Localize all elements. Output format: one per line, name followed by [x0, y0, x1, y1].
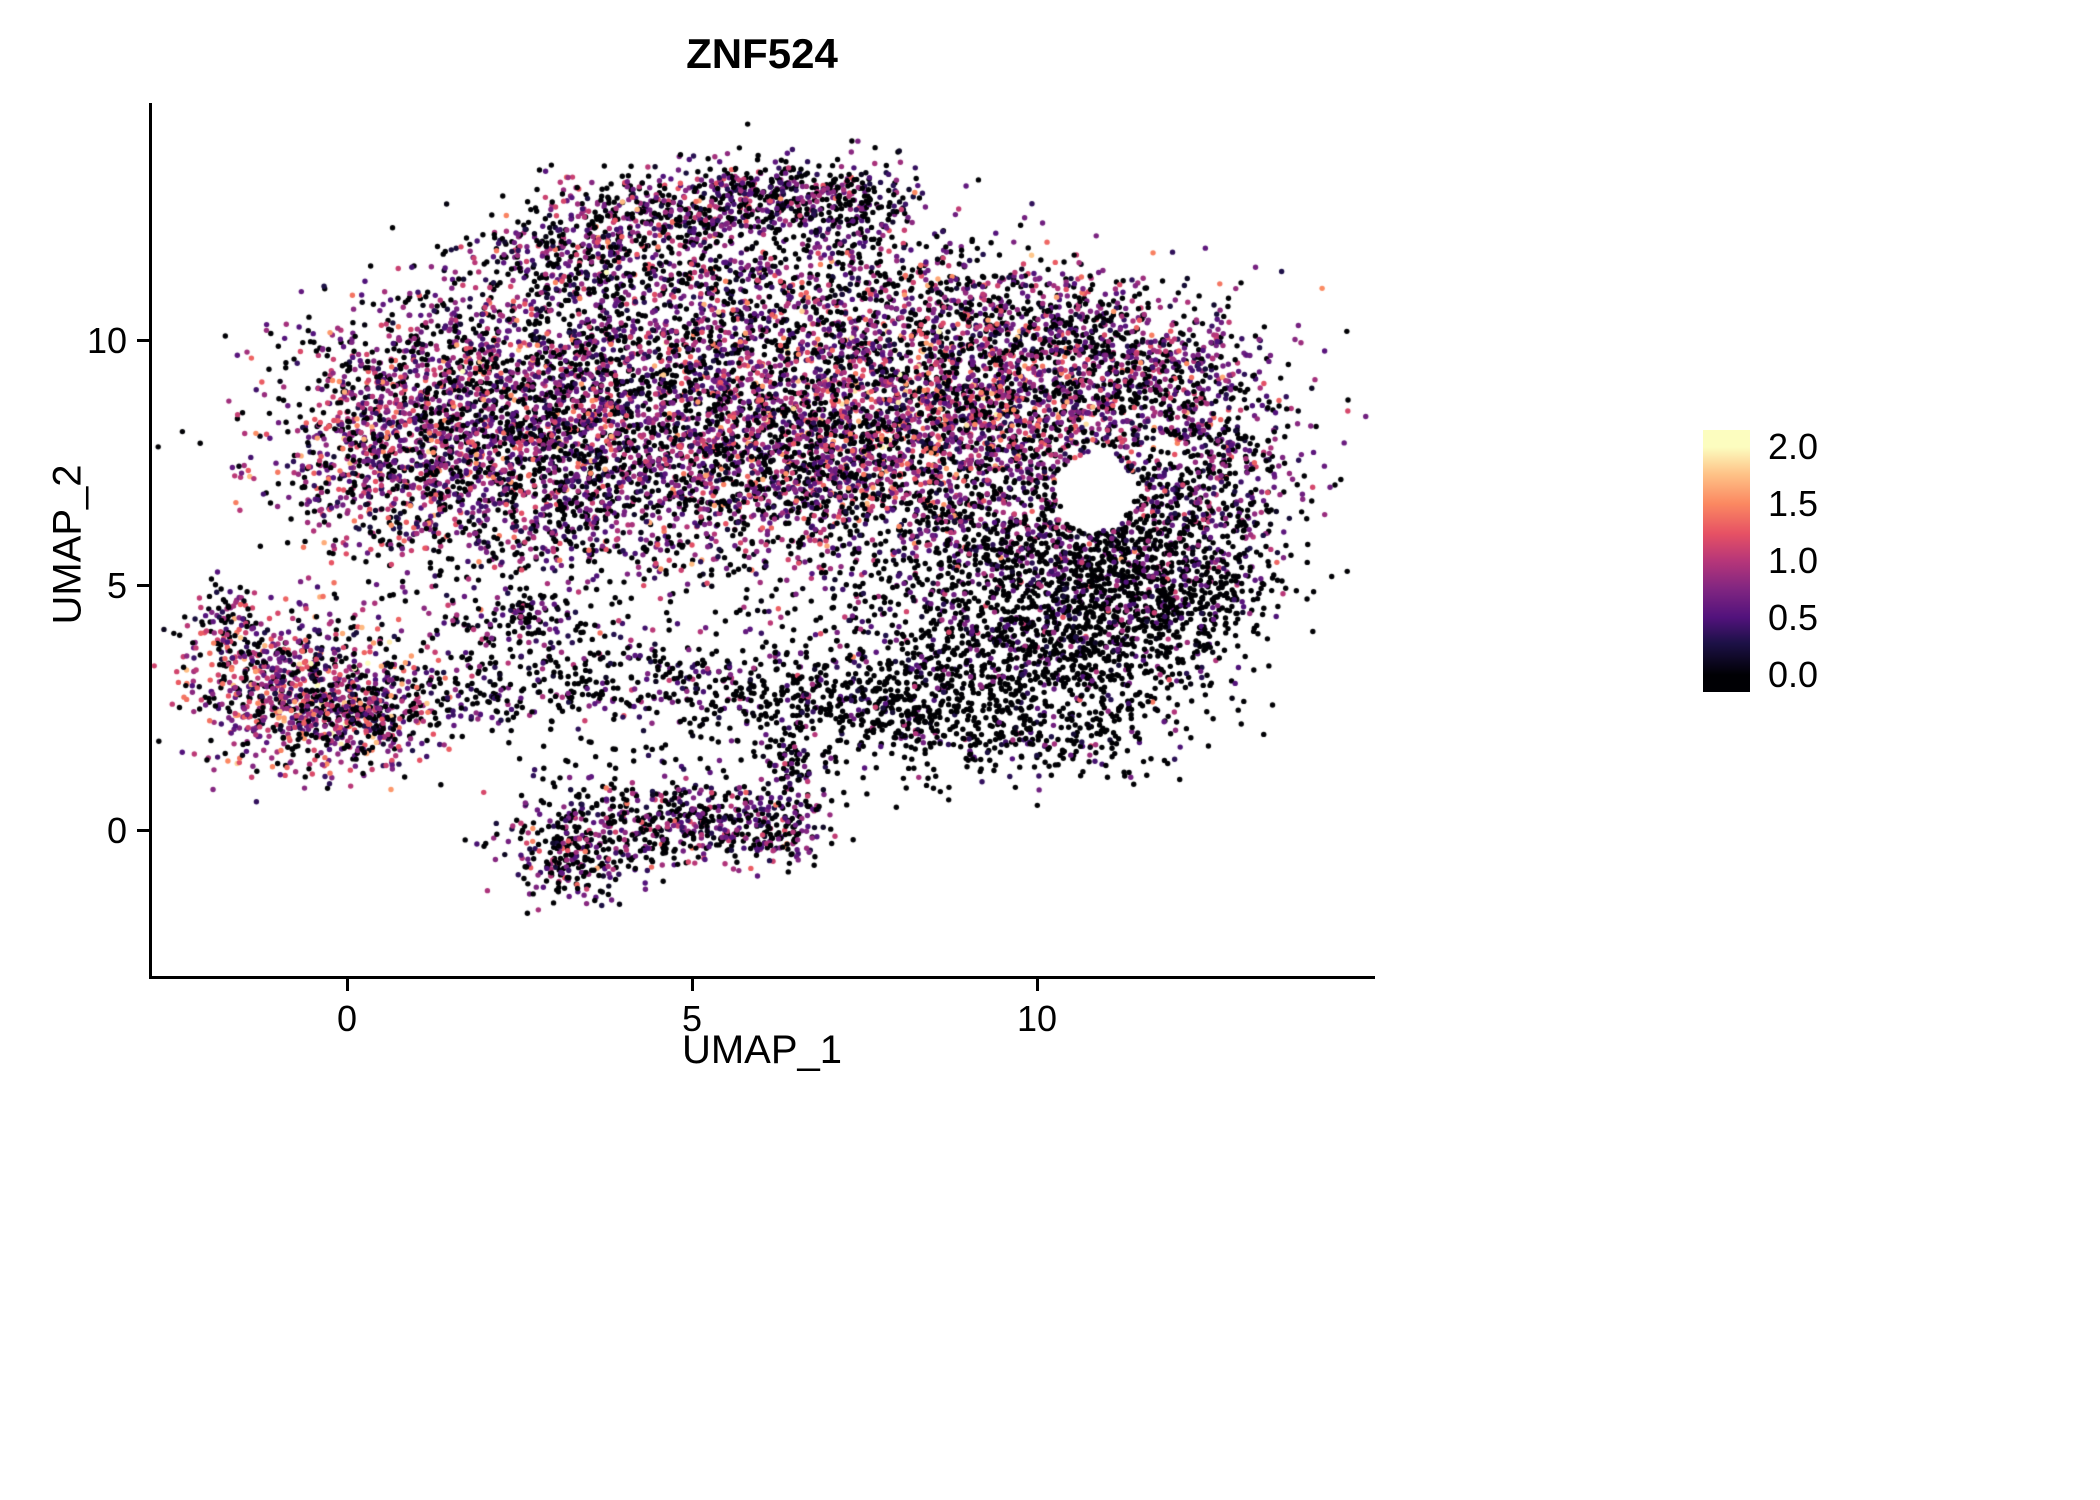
y-tick-mark — [137, 828, 149, 832]
colorbar-tick-label: 1.5 — [1768, 483, 1819, 524]
x-axis-label: UMAP_1 — [681, 1028, 843, 1072]
y-axis-label: UMAP_2 — [45, 464, 90, 625]
colorbar-tick-label: 2.0 — [1768, 426, 1819, 467]
x-tick-mark — [345, 979, 349, 991]
x-tick-label: 0 — [336, 998, 358, 1039]
plot-title: ZNF524 — [686, 30, 838, 77]
y-tick-label: 0 — [106, 810, 127, 851]
y-tick-mark — [137, 338, 149, 342]
x-tick-mark — [690, 979, 694, 991]
y-tick-mark — [137, 583, 149, 587]
colorbar-tick-label: 1.0 — [1768, 540, 1819, 581]
colorbar-tick-label: 0.5 — [1768, 597, 1819, 638]
x-axis-line — [149, 976, 1375, 979]
colorbar-gradient — [1703, 430, 1750, 692]
y-tick-label: 10 — [86, 320, 127, 361]
x-tick-mark — [1035, 979, 1039, 991]
y-tick-label: 5 — [106, 565, 127, 606]
x-tick-label: 5 — [681, 998, 703, 1039]
x-tick-label: 10 — [1016, 998, 1058, 1039]
colorbar-tick-label: 0.0 — [1768, 654, 1819, 695]
colorbar-legend: 2.0 1.5 1.0 0.5 0.0 — [1703, 426, 1963, 695]
y-axis-line — [149, 103, 152, 979]
